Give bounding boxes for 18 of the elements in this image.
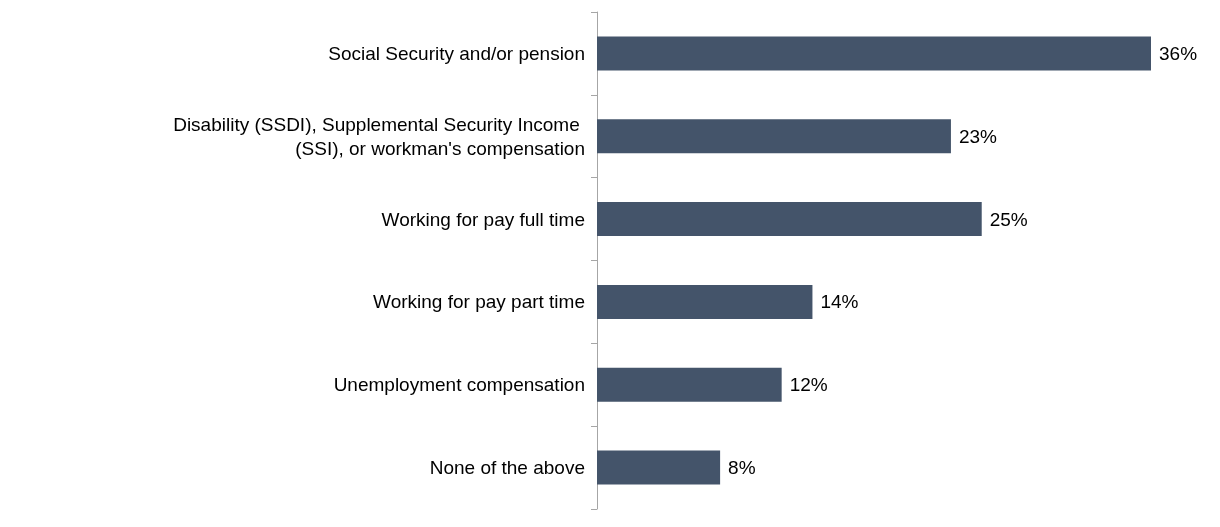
y-tick-label: Social Security and/or pension bbox=[328, 42, 585, 64]
bar bbox=[597, 450, 721, 485]
bar bbox=[597, 119, 951, 154]
y-tick-label: Working for pay full time bbox=[381, 208, 585, 230]
bar bbox=[597, 367, 782, 402]
y-tick-label: Disability (SSDI), Supplemental Security Income (SSI), or workman's compensation bbox=[173, 113, 585, 159]
y-tick-label: Unemployment compensation bbox=[333, 374, 585, 396]
bar bbox=[597, 284, 813, 319]
bar bbox=[597, 36, 1151, 71]
data-label: 14% bbox=[820, 291, 859, 313]
data-label: 25% bbox=[989, 208, 1028, 230]
data-label: 12% bbox=[789, 374, 828, 396]
data-label: 23% bbox=[958, 125, 998, 147]
y-tick-label: Working for pay part time bbox=[373, 291, 585, 313]
bar bbox=[597, 202, 982, 237]
y-tick-label: None of the above bbox=[429, 457, 585, 479]
data-label: 36% bbox=[1159, 42, 1198, 64]
data-label: 8% bbox=[728, 457, 756, 479]
